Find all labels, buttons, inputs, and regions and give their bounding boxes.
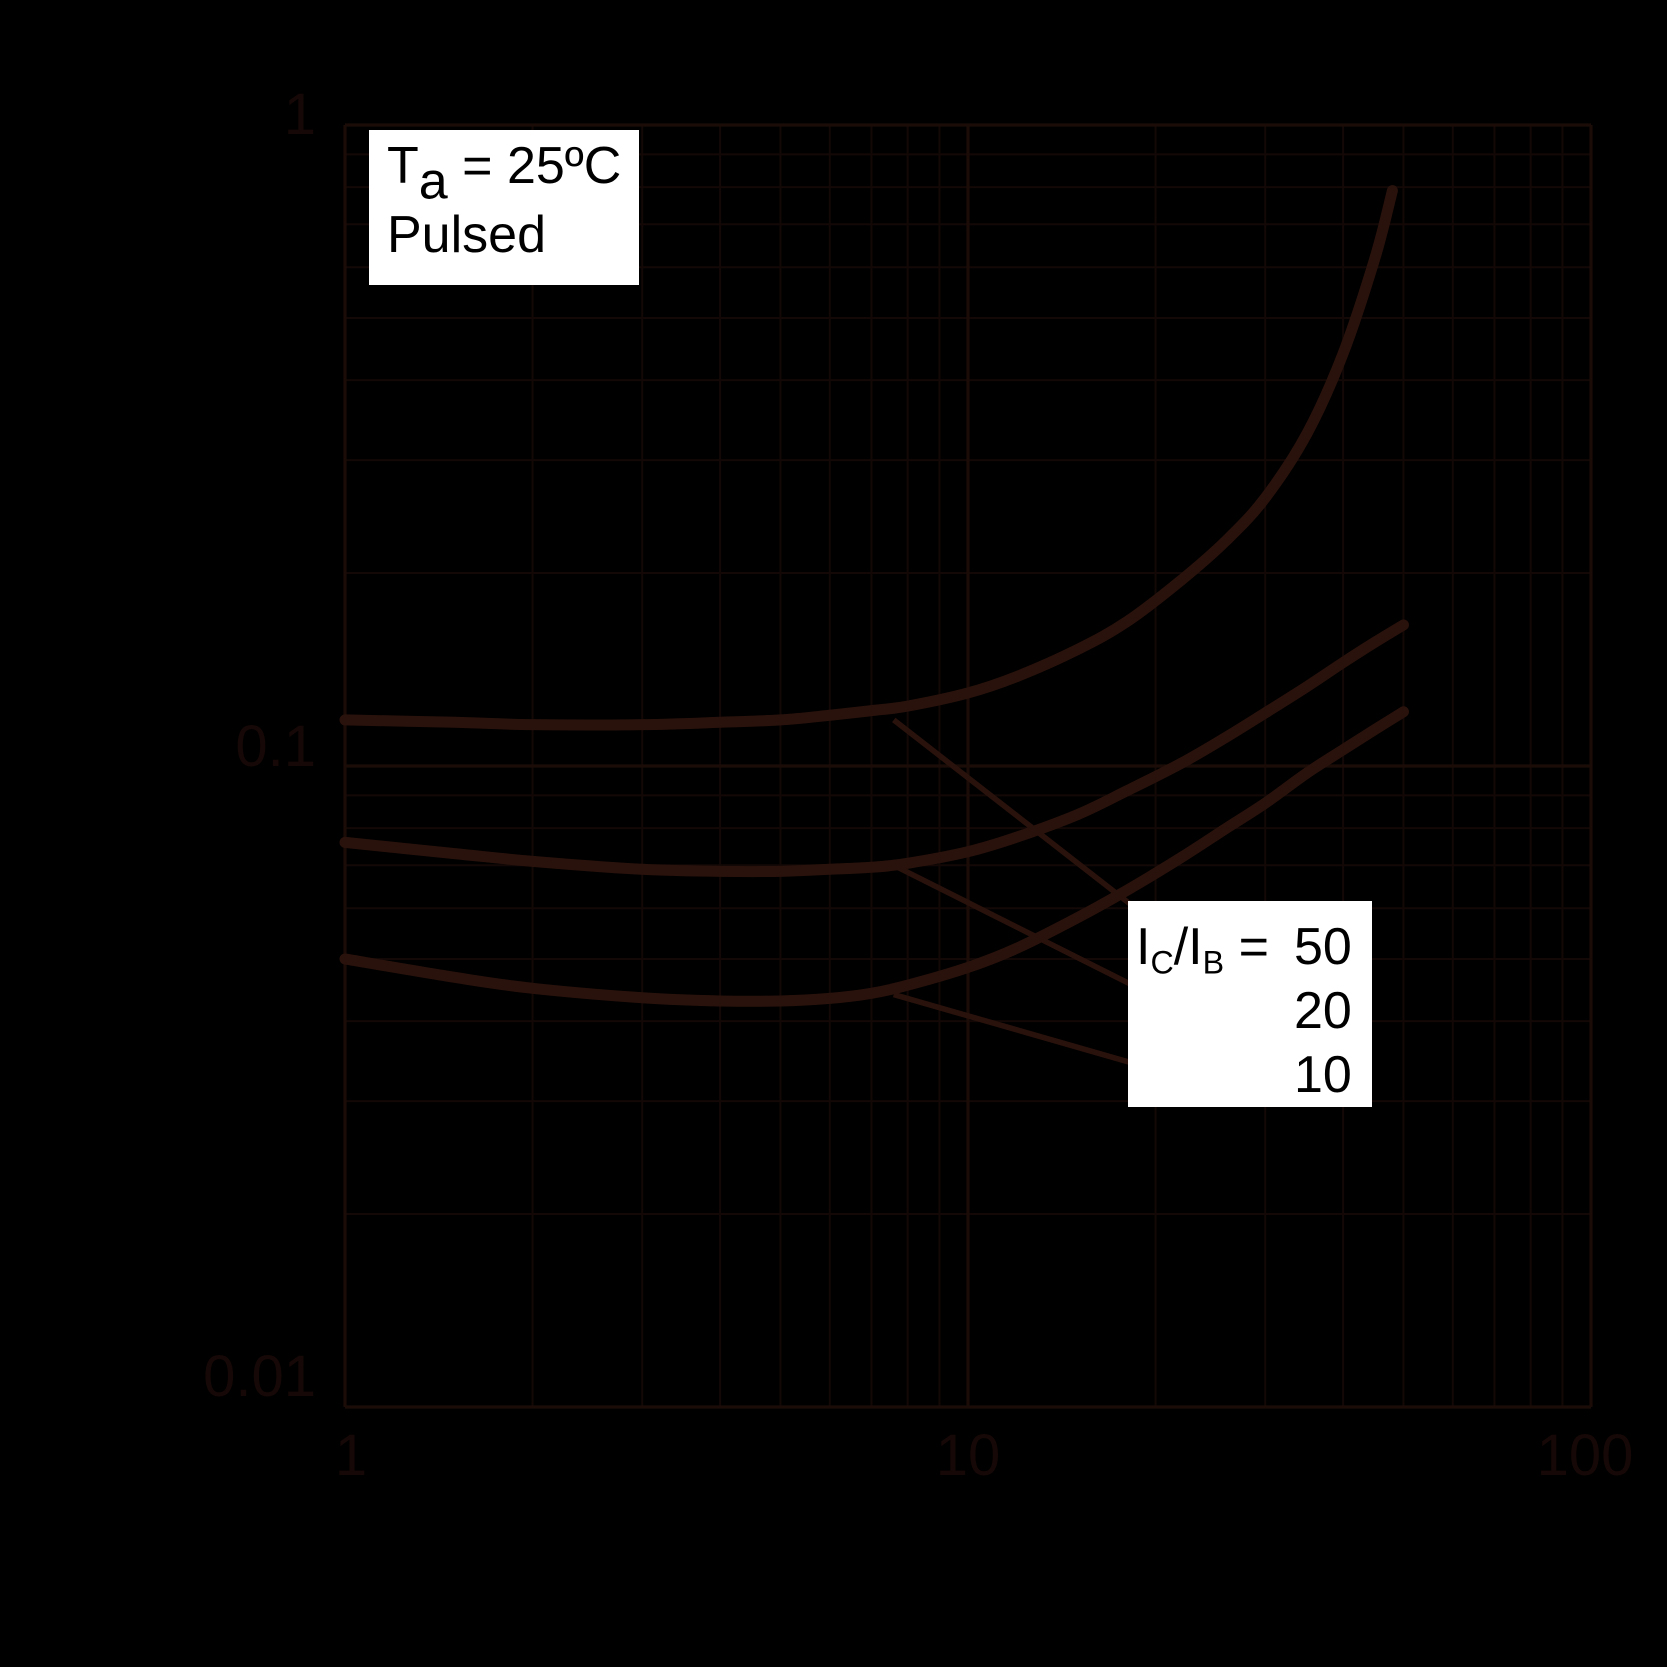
legend-value-1: 20 (1294, 982, 1352, 1040)
legend-title-sub-c: C (1150, 944, 1174, 981)
y-tick-label-0.01: 0.01 (203, 1344, 316, 1409)
axis-tick-labels: 1 0.1 0.01 1 10 100 (203, 82, 1633, 1488)
curve-20 (339, 619, 1409, 878)
grid-major (343, 123, 1593, 1409)
x-tick-label-10: 10 (936, 1423, 1001, 1488)
legend-title-equals: = (1224, 918, 1269, 976)
legend-title: IC/IB = (1136, 917, 1269, 980)
x-tick-label-1: 1 (335, 1423, 367, 1488)
data-curves (339, 185, 1409, 1007)
x-tick-label-100: 100 (1537, 1423, 1634, 1488)
legend-title-mid: /I (1173, 918, 1203, 976)
condition-temperature: Ta = 25ºC (387, 137, 639, 211)
y-tick-label-1: 1 (284, 82, 316, 147)
y-tick-label-0.1: 0.1 (235, 714, 316, 779)
legend-title-sub-b: B (1202, 944, 1225, 981)
curve-50 (339, 185, 1398, 731)
legend-value-0: 50 (1294, 918, 1352, 976)
conditions-annotation-box: Ta = 25ºC Pulsed (369, 130, 639, 285)
condition-pulsed: Pulsed (387, 205, 546, 264)
legend-title-prefix: I (1136, 918, 1151, 976)
legend-value-2: 10 (1294, 1046, 1352, 1104)
curve-10 (339, 706, 1409, 1007)
condition-temp-subscript: a (418, 152, 448, 211)
condition-temp-value: = 25ºC (447, 137, 622, 195)
legend-box: IC/IB = 50 20 10 (1128, 901, 1372, 1107)
condition-temp-prefix: T (387, 137, 419, 195)
